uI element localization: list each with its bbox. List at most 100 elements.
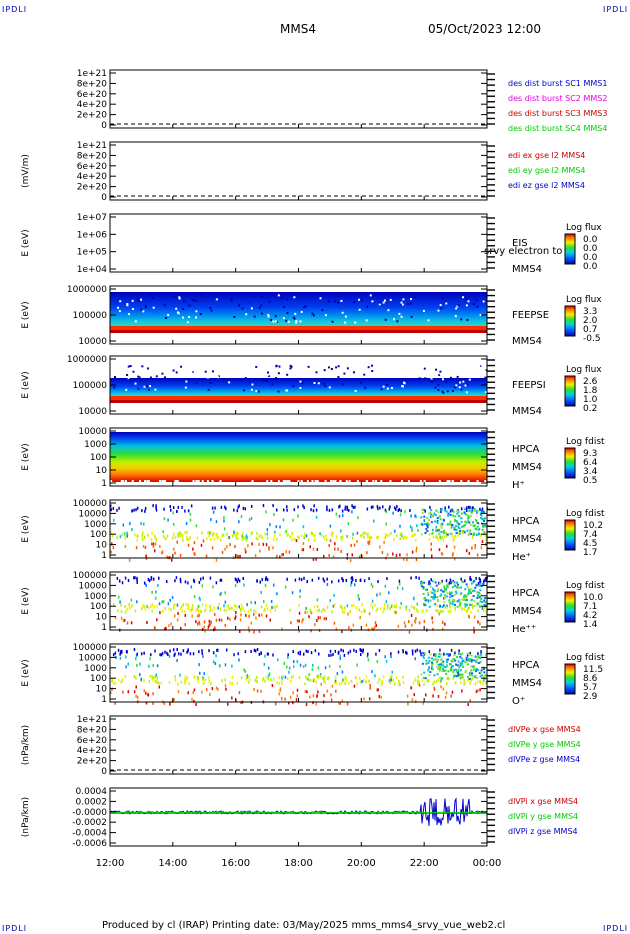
heatmap-point — [414, 533, 416, 537]
heatmap-point — [244, 536, 247, 540]
heatmap-point — [204, 629, 206, 633]
heatmap-point — [192, 578, 195, 582]
y-tick-label: 8e+20 — [77, 79, 108, 89]
heatmap-point — [449, 520, 452, 524]
heatmap-speckle — [337, 365, 340, 368]
heatmap-point — [223, 608, 226, 612]
heatmap-point — [461, 689, 463, 693]
colorbar-label: 7.1 — [583, 602, 597, 612]
heatmap-point — [205, 554, 208, 558]
heatmap-point — [172, 536, 174, 540]
heatmap-speckle — [339, 480, 342, 483]
heatmap-point — [238, 658, 240, 662]
heatmap-point — [297, 514, 299, 518]
heatmap-point — [360, 680, 362, 684]
heatmap-point — [421, 662, 424, 665]
heatmap-point — [145, 583, 147, 587]
heatmap-point — [440, 685, 442, 689]
heatmap-point — [391, 670, 394, 674]
heatmap-speckle — [414, 371, 417, 374]
heatmap-point — [326, 677, 329, 681]
heatmap-point — [114, 701, 116, 705]
heatmap-point — [297, 505, 299, 509]
heatmap-speckle — [206, 376, 209, 379]
heatmap-point — [166, 651, 168, 655]
heatmap-point — [135, 546, 138, 550]
heatmap-point — [475, 602, 478, 605]
heatmap-point — [351, 553, 354, 557]
heatmap-point — [477, 581, 480, 585]
heatmap-point — [338, 505, 340, 509]
heatmap-point — [223, 516, 225, 520]
heatmap-speckle — [378, 303, 381, 306]
heatmap-speckle — [476, 305, 479, 308]
heatmap-point — [229, 543, 231, 547]
heatmap-point — [451, 524, 454, 527]
heatmap-point — [235, 536, 238, 540]
heatmap-point — [465, 549, 468, 553]
heatmap-point — [360, 610, 363, 614]
heatmap-speckle — [215, 298, 218, 301]
heatmap-speckle — [465, 297, 468, 300]
heatmap-speckle — [358, 308, 361, 311]
heatmap-point — [136, 576, 138, 580]
heatmap-point — [196, 622, 199, 626]
heatmap-point — [421, 678, 424, 682]
heatmap-point — [157, 583, 159, 587]
heatmap-point — [309, 695, 311, 699]
heatmap-point — [296, 660, 299, 664]
heatmap-speckle — [129, 365, 132, 368]
heatmap-speckle — [441, 297, 444, 300]
heatmap-point — [451, 658, 454, 661]
heatmap-speckle — [472, 303, 475, 306]
heatmap-speckle — [180, 365, 183, 368]
heatmap-point — [240, 515, 243, 519]
heatmap-point — [169, 649, 171, 653]
heatmap-point — [384, 533, 387, 537]
heatmap-point — [440, 581, 443, 584]
heatmap-point — [197, 680, 199, 684]
heatmap-point — [444, 666, 447, 669]
heatmap-point — [456, 520, 459, 524]
heatmap-point — [236, 531, 238, 535]
heatmap-point — [136, 506, 139, 510]
heatmap-point — [234, 584, 237, 588]
heatmap-point — [451, 534, 454, 538]
heatmap-point — [441, 669, 444, 672]
heatmap-point — [191, 614, 193, 618]
heatmap-speckle — [145, 385, 148, 388]
heatmap-point — [440, 653, 443, 656]
heatmap-point — [405, 536, 408, 540]
heatmap-point — [313, 538, 316, 542]
heatmap-point — [460, 507, 463, 511]
heatmap-speckle — [210, 309, 213, 312]
heatmap-speckle — [438, 480, 441, 483]
heatmap-point — [112, 546, 115, 550]
heatmap-point — [181, 505, 183, 509]
y-tick-label: 0 — [101, 193, 107, 203]
heatmap-point — [305, 534, 308, 538]
heatmap-point — [383, 604, 386, 608]
heatmap-point — [233, 653, 235, 657]
heatmap-point — [326, 577, 328, 581]
heatmap-point — [184, 623, 186, 627]
heatmap-point — [469, 514, 472, 517]
heatmap-speckle — [209, 306, 212, 309]
heatmap-point — [409, 509, 411, 513]
heatmap-point — [424, 509, 426, 513]
heatmap-point — [203, 625, 205, 629]
heatmap-point — [283, 661, 285, 665]
heatmap-point — [395, 507, 397, 511]
heatmap-point — [458, 531, 461, 534]
heatmap-point — [423, 671, 426, 674]
heatmap-point — [234, 615, 237, 619]
heatmap-point — [472, 506, 474, 510]
heatmap-speckle — [380, 388, 383, 391]
y-axis-label: (nPa/km) — [21, 725, 31, 765]
heatmap-point — [457, 514, 460, 517]
y-tick-label: 1 — [101, 623, 107, 633]
heatmap-point — [350, 583, 352, 587]
colorbar-title: Log fdist — [566, 581, 605, 591]
instrument-label: MMS4 — [512, 534, 542, 545]
heatmap-point — [324, 674, 326, 678]
